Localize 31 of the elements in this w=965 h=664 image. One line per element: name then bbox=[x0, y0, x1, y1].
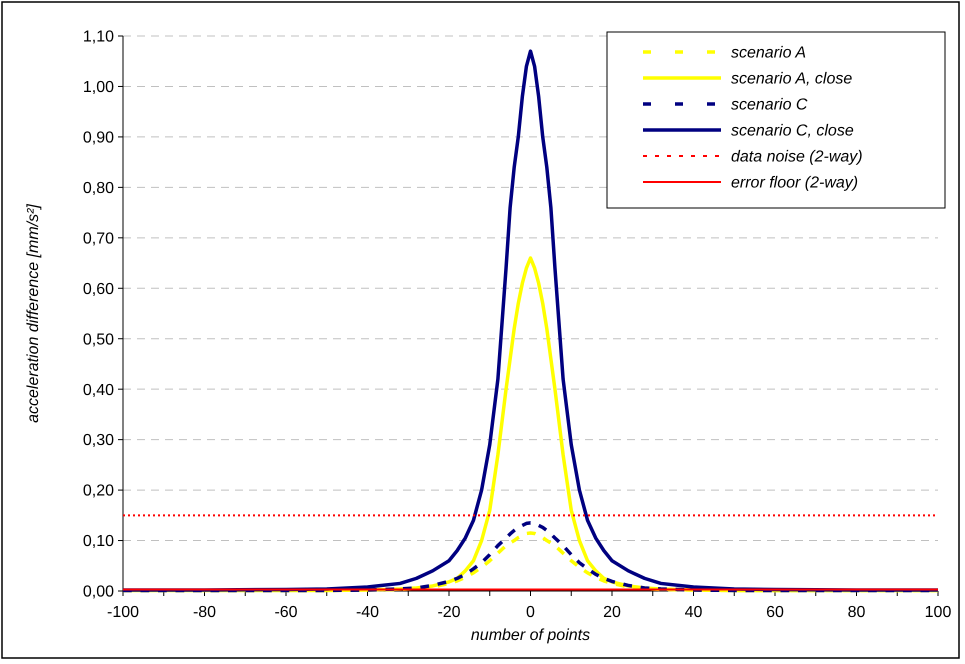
x-tick-label: 40 bbox=[684, 604, 702, 621]
y-tick-label: 0,10 bbox=[82, 533, 114, 550]
legend-label: scenario A, close bbox=[731, 70, 852, 88]
y-tick-label: 0,30 bbox=[82, 432, 114, 450]
x-tick-label: 60 bbox=[766, 604, 784, 621]
legend-label: data noise (2-way) bbox=[731, 148, 863, 166]
y-axis-title: acceleration difference [mm/s²] bbox=[25, 204, 42, 423]
y-tick-label: 0,00 bbox=[82, 584, 114, 601]
x-tick-label: -80 bbox=[192, 604, 216, 621]
y-tick-label: 0,20 bbox=[82, 482, 114, 500]
legend-label: scenario C bbox=[731, 96, 808, 114]
x-tick-label: -40 bbox=[356, 604, 380, 621]
y-tick-label: 1,10 bbox=[82, 28, 114, 46]
x-tick-label: -60 bbox=[274, 604, 298, 621]
x-tick-label: 0 bbox=[526, 604, 536, 621]
x-axis-title: number of points bbox=[470, 627, 590, 644]
x-tick-label: -100 bbox=[106, 604, 140, 621]
y-tick-label: 0,60 bbox=[82, 280, 114, 298]
y-tick-label: 1,00 bbox=[82, 79, 114, 96]
y-tick-label: 0,40 bbox=[82, 382, 114, 399]
x-tick-label: 20 bbox=[603, 604, 621, 621]
legend-label: scenario A bbox=[731, 44, 806, 62]
x-tick-label: -20 bbox=[437, 604, 461, 621]
y-tick-label: 0,90 bbox=[82, 130, 114, 147]
y-tick-label: 0,70 bbox=[82, 230, 114, 248]
legend-label: scenario C, close bbox=[731, 122, 854, 140]
x-tick-label: 100 bbox=[924, 604, 952, 621]
x-tick-label: 80 bbox=[848, 604, 866, 621]
y-tick-label: 0,50 bbox=[82, 331, 114, 348]
legend-label: error floor (2-way) bbox=[731, 174, 858, 192]
y-tick-label: 0,80 bbox=[82, 180, 114, 197]
